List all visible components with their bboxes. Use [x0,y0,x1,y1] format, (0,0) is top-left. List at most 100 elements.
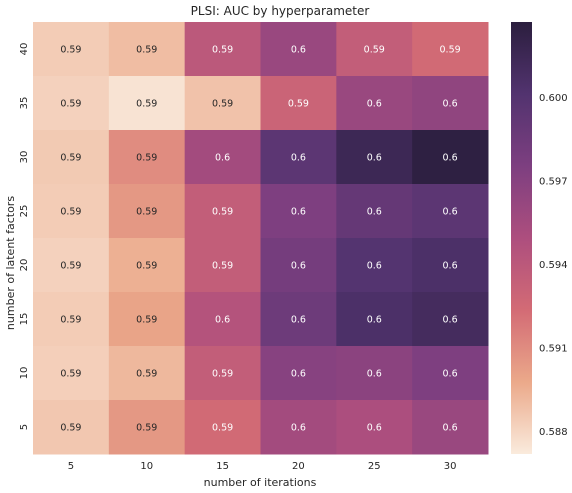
colorbar-tick-label: 0.600 [539,93,568,104]
heatmap-cell [260,400,337,455]
cell-annotation: 0.6 [367,315,382,326]
cell-annotation: 0.59 [440,45,461,56]
heatmap-cell [260,238,337,293]
colorbar-ticks: 0.588 0.591 0.594 0.597 0.600 [539,93,568,438]
cell-annotation: 0.59 [288,99,309,110]
heatmap-cell [336,184,413,239]
cell-annotation: 0.59 [136,207,157,218]
cell-annotation: 0.6 [291,207,306,218]
cell-annotation: 0.59 [136,315,157,326]
heatmap-cell [108,346,186,401]
heatmap-cells: 0.59 0.59 0.59 0.6 0.59 0.59 0.59 0.59 0.59 0.59 0… [33,22,489,455]
heatmap-cell [33,184,110,239]
cell-annotation: 0.59 [60,369,81,380]
cell-annotation: 0.6 [443,315,458,326]
heatmap-cell [336,346,413,401]
heatmap-cell [260,184,337,239]
heatmap-cell [184,184,261,239]
heatmap-cell [336,400,413,455]
cell-annotation: 0.59 [60,315,81,326]
y-tick-label: 25 [19,205,30,218]
y-axis-label: number of latent factors [4,196,17,330]
cell-annotation: 0.59 [212,423,233,434]
cell-annotation: 0.59 [60,423,81,434]
heatmap-cell [33,400,110,455]
x-axis-label: number of iterations [204,476,317,489]
cell-annotation: 0.6 [367,261,382,272]
cell-annotation: 0.6 [443,369,458,380]
cell-annotation: 0.59 [60,153,81,164]
cell-annotation: 0.6 [443,99,458,110]
cell-annotation: 0.59 [136,369,157,380]
cell-annotation: 0.59 [60,45,81,56]
heatmap-cell [336,76,413,131]
x-tick-label: 10 [140,461,153,472]
heatmap-cell [108,238,186,293]
heatmap-cell [184,22,261,77]
cell-annotation: 0.59 [364,45,385,56]
cell-annotation: 0.59 [212,99,233,110]
cell-annotation: 0.6 [367,369,382,380]
cell-annotation: 0.59 [212,261,233,272]
y-tick-label: 15 [19,313,30,326]
cell-annotation: 0.6 [367,423,382,434]
cell-annotation: 0.6 [291,153,306,164]
cell-annotation: 0.59 [212,45,233,56]
cell-annotation: 0.59 [136,423,157,434]
heatmap-cell [336,22,413,77]
y-tick-label: 40 [19,43,30,56]
y-tick-label: 10 [19,367,30,380]
y-tick-label: 35 [19,97,30,110]
colorbar-tick-label: 0.594 [539,260,568,271]
heatmap-cell [33,292,110,347]
cell-annotation: 0.59 [136,153,157,164]
y-tick-label: 5 [19,424,30,430]
heatmap-cell [33,76,110,131]
cell-annotation: 0.6 [443,153,458,164]
x-tick-label: 20 [292,461,305,472]
heatmap-cell [260,292,337,347]
cell-annotation: 0.6 [291,315,306,326]
heatmap-cell [184,130,261,185]
heatmap-cell [184,346,261,401]
cell-annotation: 0.59 [136,99,157,110]
chart-title: PLSI: AUC by hyperparameter [191,4,370,18]
heatmap-cell [33,346,110,401]
cell-annotation: 0.6 [443,207,458,218]
cell-annotation: 0.59 [60,261,81,272]
y-tick-label: 20 [19,259,30,272]
cell-annotation: 0.6 [215,153,230,164]
cell-annotation: 0.6 [367,99,382,110]
x-axis-ticks: 5 10 15 20 25 30 [68,461,457,472]
heatmap-cell [108,76,186,131]
cell-annotation: 0.59 [212,369,233,380]
heatmap-cell [33,238,110,293]
cell-annotation: 0.6 [291,423,306,434]
heatmap-cell [108,22,186,77]
heatmap-cell [412,400,489,455]
heatmap-cell [412,76,489,131]
cell-annotation: 0.59 [212,207,233,218]
heatmap-cell [260,76,337,131]
colorbar-tick-label: 0.591 [539,344,568,355]
cell-annotation: 0.6 [215,315,230,326]
heatmap-cell [412,346,489,401]
colorbar-tick-label: 0.597 [539,176,568,187]
heatmap-cell [108,184,186,239]
cell-annotation: 0.6 [291,261,306,272]
heatmap-cell [260,346,337,401]
cell-annotation: 0.59 [136,45,157,56]
x-tick-label: 15 [216,461,229,472]
cell-annotation: 0.6 [291,45,306,56]
heatmap-cell [184,292,261,347]
cell-annotation: 0.6 [443,423,458,434]
y-axis-ticks: 40 35 30 25 20 15 10 5 [19,43,30,431]
heatmap-cell [184,400,261,455]
cell-annotation: 0.6 [367,207,382,218]
cell-annotation: 0.59 [60,207,81,218]
heatmap-cell [412,22,489,77]
y-tick-label: 30 [19,151,30,164]
cell-annotation: 0.59 [136,261,157,272]
heatmap-cell [336,238,413,293]
